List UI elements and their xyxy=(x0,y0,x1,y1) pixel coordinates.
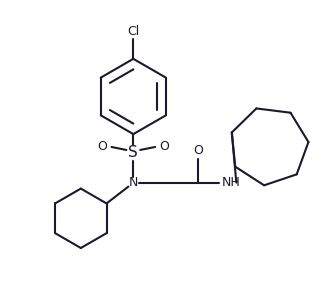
Text: O: O xyxy=(159,141,169,153)
Text: O: O xyxy=(98,141,108,153)
Text: N: N xyxy=(129,176,138,189)
Text: Cl: Cl xyxy=(127,25,139,38)
Text: NH: NH xyxy=(221,176,240,189)
Text: O: O xyxy=(193,144,203,157)
Text: S: S xyxy=(128,146,138,160)
